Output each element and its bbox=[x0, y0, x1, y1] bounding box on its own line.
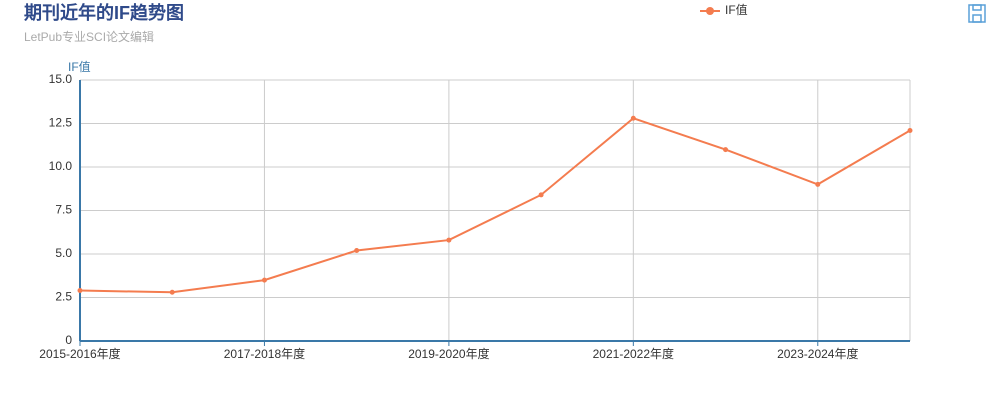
legend-marker bbox=[706, 7, 714, 15]
point bbox=[446, 237, 452, 243]
y-tick-label: 12.5 bbox=[49, 116, 73, 130]
point bbox=[169, 289, 175, 295]
x-tick-label: 2017-2018年度 bbox=[224, 346, 305, 361]
chart-title: 期刊近年的IF趋势图 bbox=[24, 2, 184, 23]
point bbox=[538, 192, 544, 198]
legend-label: IF值 bbox=[725, 2, 748, 17]
point bbox=[261, 277, 267, 283]
y-tick-label: 5.0 bbox=[55, 246, 72, 260]
point bbox=[907, 127, 913, 133]
save-icon-slot bbox=[972, 4, 982, 11]
point bbox=[815, 181, 821, 187]
point bbox=[630, 115, 636, 121]
x-tick-label: 2021-2022年度 bbox=[593, 346, 674, 361]
point bbox=[723, 147, 729, 153]
chart-subtitle: LetPub专业SCI论文编辑 bbox=[24, 29, 154, 44]
y-tick-label: 15.0 bbox=[49, 72, 73, 86]
y-tick-label: 2.5 bbox=[55, 290, 72, 304]
x-tick-label: 2023-2024年度 bbox=[777, 346, 858, 361]
save-icon[interactable] bbox=[968, 4, 986, 23]
y-tick-label: 7.5 bbox=[55, 203, 72, 217]
point bbox=[354, 248, 360, 254]
y-tick-label: 0 bbox=[65, 333, 72, 347]
point bbox=[77, 288, 83, 294]
series-line bbox=[79, 117, 911, 294]
save-icon-frame bbox=[968, 4, 986, 23]
x-tick-label: 2015-2016年度 bbox=[39, 346, 120, 361]
x-tick-label: 2019-2020年度 bbox=[408, 346, 489, 361]
y-tick-label: 10.0 bbox=[49, 159, 73, 173]
y-axis-label: IF值 bbox=[68, 59, 91, 74]
save-icon-label bbox=[972, 14, 982, 23]
